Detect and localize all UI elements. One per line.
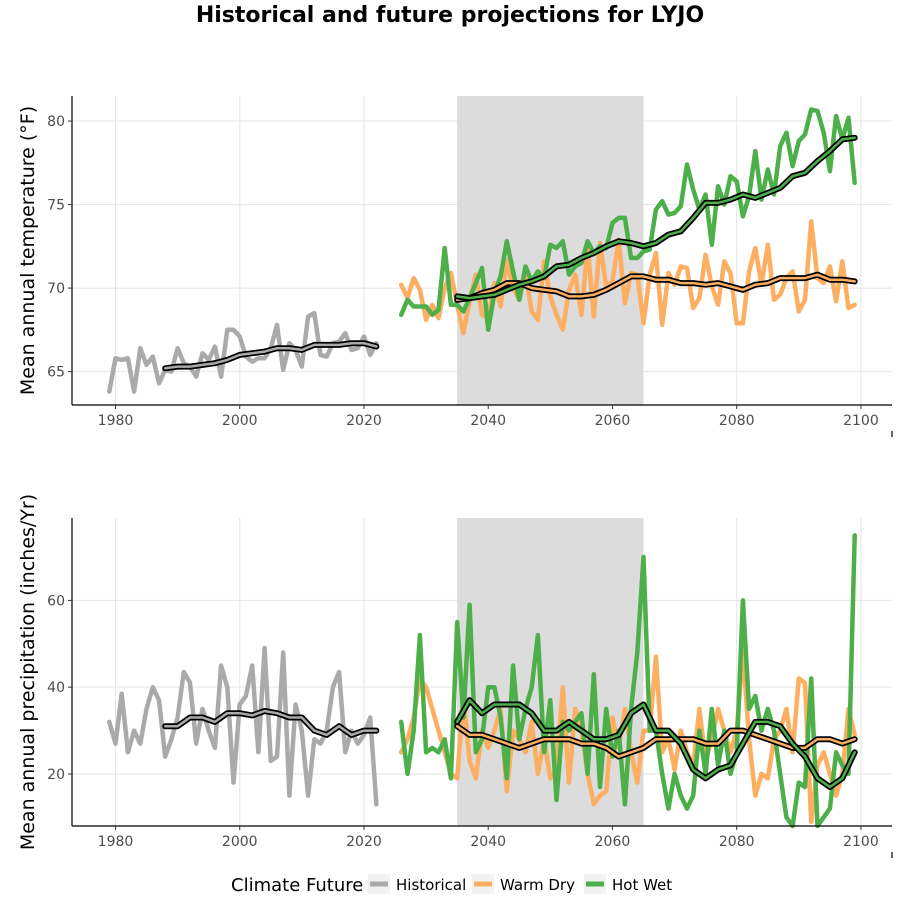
legend-item-label: Historical bbox=[396, 876, 466, 894]
y-tick-label: 20 bbox=[47, 767, 65, 783]
y-tick-label: 65 bbox=[47, 365, 65, 381]
y-tick-label: 70 bbox=[47, 281, 65, 297]
x-tick-label: 2100 bbox=[843, 834, 879, 850]
x-tick-label: 2020 bbox=[346, 834, 382, 850]
x-tick-label: 2000 bbox=[222, 834, 258, 850]
y-axis-title: Mean annual precipitation (inches/Yr) bbox=[17, 494, 39, 850]
legend-title: Climate Future bbox=[231, 875, 363, 896]
x-tick-label: 2080 bbox=[719, 834, 755, 850]
x-tick-label: 2040 bbox=[470, 413, 506, 429]
series-line-historical bbox=[107, 645, 379, 807]
y-tick-label: 40 bbox=[47, 680, 65, 696]
x-tick-label: 2060 bbox=[595, 413, 631, 429]
x-tick-label: 2000 bbox=[222, 413, 258, 429]
chart-title: Historical and future projections for LY… bbox=[196, 3, 704, 28]
y-tick-label: 80 bbox=[47, 114, 65, 130]
x-tick-label: 1980 bbox=[98, 413, 134, 429]
x-tick-label: 2100 bbox=[843, 413, 879, 429]
x-tick-label: 2080 bbox=[719, 413, 755, 429]
y-tick-label: 75 bbox=[47, 198, 65, 214]
series-line-hot-wet bbox=[398, 107, 857, 333]
x-tick-label: 1980 bbox=[98, 834, 134, 850]
legend: Climate Future Historical Warm Dry Hot Wet bbox=[231, 874, 672, 896]
smooth-line-warm-dry bbox=[455, 724, 856, 758]
y-axis-title: Mean annual temperature (°F) bbox=[17, 106, 39, 395]
smooth-line-hot-wet bbox=[455, 136, 856, 300]
series-line-hot-wet bbox=[398, 533, 857, 829]
x-tick-label: 2060 bbox=[595, 834, 631, 850]
smooth-line-historical bbox=[163, 709, 378, 737]
y-tick-label: 60 bbox=[47, 593, 65, 609]
smooth-line-hot-wet bbox=[455, 698, 856, 789]
panel-temperature: 65 70 75 80 1980 2000 2020 2040 2060 2080 2100 Mean… bbox=[17, 96, 893, 437]
x-tick-label: 2020 bbox=[346, 413, 382, 429]
legend-item-label: Hot Wet bbox=[612, 876, 672, 894]
x-tick-label: 2040 bbox=[470, 834, 506, 850]
smooth-line-historical bbox=[163, 341, 378, 370]
legend-item-label: Warm Dry bbox=[500, 876, 575, 894]
